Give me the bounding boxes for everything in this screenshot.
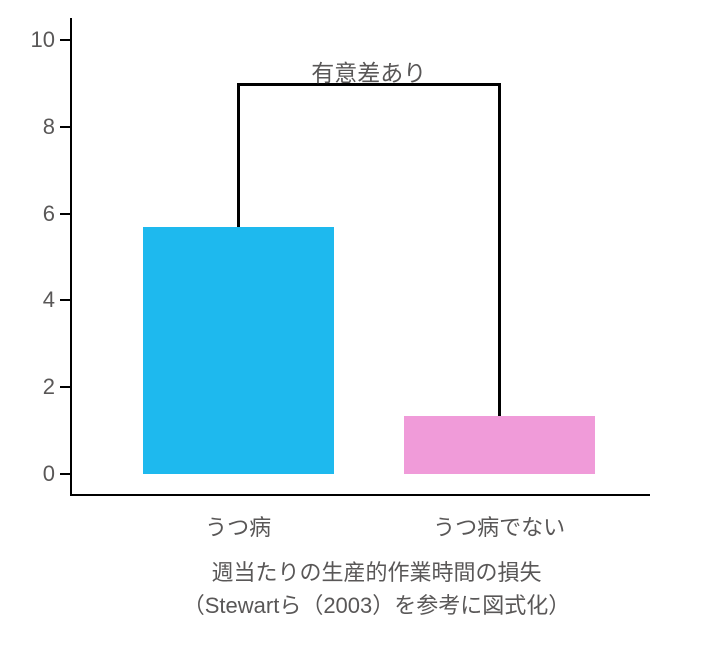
y-tick bbox=[60, 386, 70, 388]
caption: 週当たりの生産的作業時間の損失 （Stewartら（2003）を参考に図式化） bbox=[97, 556, 657, 622]
bar-0 bbox=[143, 227, 334, 475]
caption-line2: （Stewartら（2003）を参考に図式化） bbox=[183, 593, 571, 618]
caption-line1: 週当たりの生産的作業時間の損失 bbox=[211, 560, 541, 585]
y-tick-label: 6 bbox=[15, 201, 55, 227]
y-tick bbox=[60, 213, 70, 215]
x-label-0: うつ病 bbox=[128, 510, 348, 542]
y-tick bbox=[60, 299, 70, 301]
y-tick-label: 2 bbox=[15, 374, 55, 400]
figure: 0 2 4 6 8 10 有意差あり うつ病 うつ病でない 週当たりの生産的作業時間の損失 … bbox=[0, 0, 713, 651]
sig-bracket-right bbox=[498, 83, 501, 415]
bar-1 bbox=[404, 416, 595, 475]
y-axis-line bbox=[70, 18, 72, 496]
y-tick bbox=[60, 39, 70, 41]
y-tick bbox=[60, 126, 70, 128]
x-axis-line bbox=[70, 494, 650, 496]
y-tick-label: 10 bbox=[15, 27, 55, 53]
y-tick-label: 4 bbox=[15, 287, 55, 313]
y-tick-label: 8 bbox=[15, 114, 55, 140]
y-tick bbox=[60, 473, 70, 475]
sig-bracket-left bbox=[237, 83, 240, 226]
y-tick-label: 0 bbox=[15, 461, 55, 487]
x-label-1: うつ病でない bbox=[389, 510, 609, 542]
sig-label: 有意差あり bbox=[269, 54, 469, 88]
